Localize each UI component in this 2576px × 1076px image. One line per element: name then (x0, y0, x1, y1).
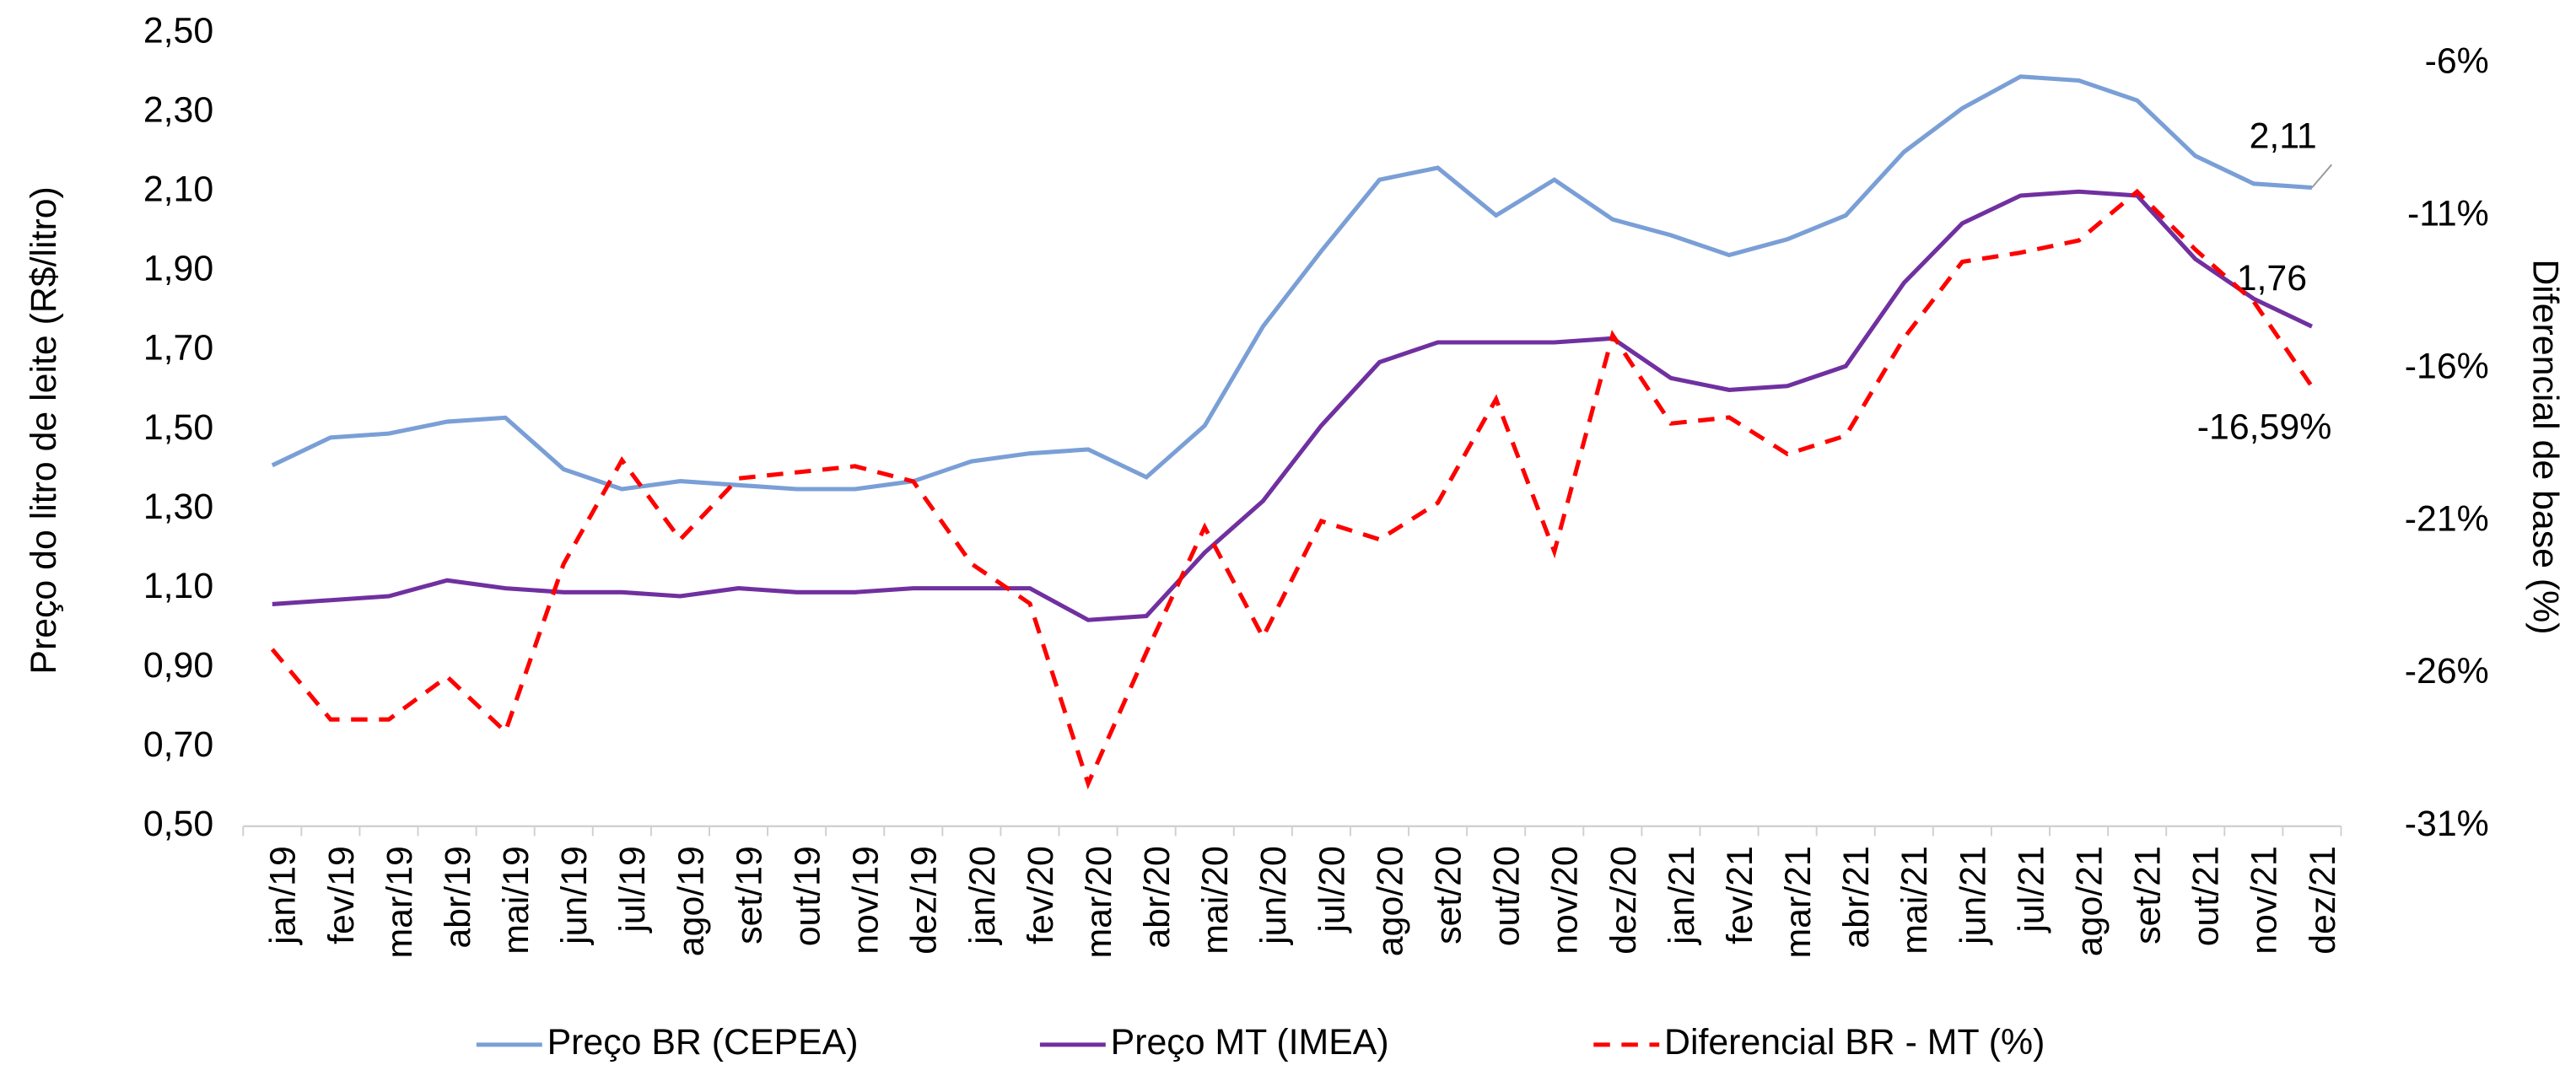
x-tick-label: ago/20 (1370, 846, 1410, 956)
label-leader (2311, 164, 2333, 189)
x-tick-label: jan/21 (1662, 846, 1702, 946)
x-tick-label: mar/20 (1079, 846, 1119, 958)
x-tick-label: set/20 (1428, 846, 1469, 944)
y-tick-label: 2,10 (143, 169, 213, 210)
x-tick-label: jul/19 (612, 846, 653, 933)
x-tick-label: fev/20 (1021, 846, 1061, 944)
x-tick-label: fev/19 (321, 846, 362, 944)
x-tick-label: jul/20 (1312, 846, 1352, 933)
y-tick-label: 0,70 (143, 724, 213, 765)
data-label: -16,59% (2197, 406, 2332, 447)
y-tick-label: 2,30 (143, 89, 213, 130)
x-tick-label: out/20 (1487, 846, 1528, 946)
legend-label: Preço BR (CEPEA) (547, 1022, 859, 1063)
x-tick-label: mar/21 (1778, 846, 1819, 958)
y-tick-label: 1,90 (143, 249, 213, 289)
x-tick-label: jan/19 (263, 846, 304, 946)
y2-tick-label: -6% (2425, 41, 2489, 82)
series-line (271, 74, 2313, 492)
series-line (272, 189, 2314, 622)
x-tick-label: jul/21 (2011, 846, 2051, 933)
y-tick-label: 1,30 (143, 487, 213, 527)
y-tick-label: 0,90 (143, 645, 213, 686)
data-label: 2,11 (2250, 116, 2317, 156)
x-tick-label: abr/20 (1137, 846, 1178, 948)
x-tick-label: jun/20 (1253, 846, 1294, 946)
y-tick-label: 1,10 (143, 566, 213, 606)
x-tick-label: out/19 (788, 846, 828, 946)
y2-tick-label: -31% (2405, 804, 2489, 844)
series-line (270, 188, 2315, 790)
x-tick-label: mai/19 (496, 846, 536, 955)
x-tick-label: set/21 (2128, 846, 2169, 944)
y-tick-label: 1,50 (143, 407, 213, 448)
x-tick-label: mai/21 (1894, 846, 1935, 955)
y-tick-label: 1,70 (143, 328, 213, 369)
x-tick-label: nov/20 (1545, 846, 1586, 955)
x-tick-label: nov/21 (2245, 846, 2285, 955)
x-tick-label: jan/20 (962, 846, 1003, 946)
y-tick-label: 2,50 (143, 10, 213, 51)
legend-label: Diferencial BR - MT (%) (1664, 1022, 2045, 1063)
data-label: 1,76 (2237, 258, 2307, 299)
x-tick-label: fev/21 (1720, 846, 1760, 944)
x-tick-label: jun/19 (554, 846, 595, 946)
x-tick-label: mai/20 (1195, 846, 1236, 955)
x-tick-label: dez/21 (2303, 846, 2343, 955)
y2-tick-label: -16% (2405, 346, 2489, 386)
y2-axis-title: Diferencial de base (%) (2525, 259, 2566, 634)
y-axis-title: Preço do litro de leite (R$/litro) (24, 186, 64, 674)
x-tick-label: abr/21 (1836, 846, 1877, 948)
y2-tick-label: -11% (2407, 193, 2489, 234)
legend-label: Preço MT (IMEA) (1111, 1022, 1389, 1063)
x-tick-label: ago/19 (671, 846, 711, 956)
x-tick-label: ago/21 (2069, 846, 2110, 956)
x-tick-label: mar/19 (380, 846, 420, 958)
x-tick-label: jun/21 (1953, 846, 1993, 946)
x-tick-label: set/19 (729, 846, 769, 944)
y2-tick-label: -21% (2405, 498, 2489, 539)
y2-tick-label: -26% (2405, 651, 2489, 691)
y-tick-label: 0,50 (143, 804, 213, 844)
x-tick-label: out/21 (2186, 846, 2227, 946)
x-tick-label: abr/19 (438, 846, 478, 948)
x-tick-label: dez/19 (904, 846, 945, 955)
x-tick-label: nov/19 (846, 846, 887, 955)
x-tick-label: dez/20 (1603, 846, 1644, 955)
